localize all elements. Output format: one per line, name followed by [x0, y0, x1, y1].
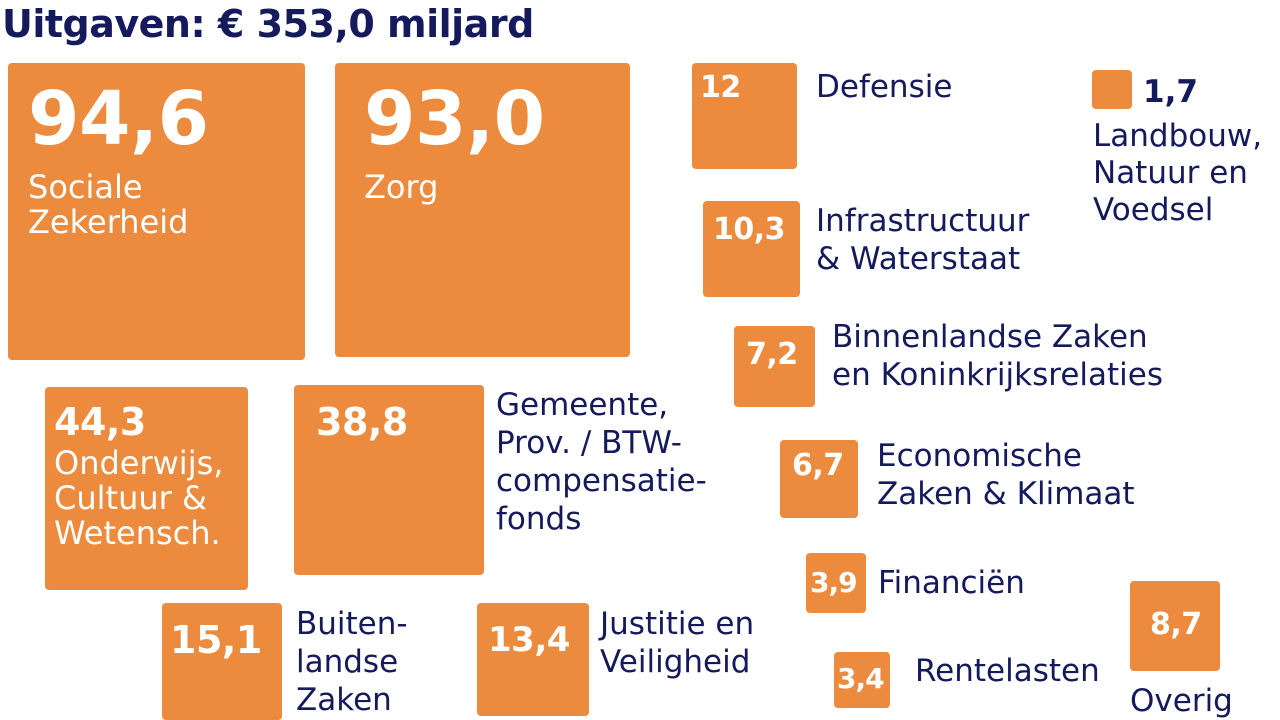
box-onderwijs	[45, 387, 248, 590]
label-binnenlandse-zaken: Binnenlandse Zaken en Koninkrijksrelatie…	[832, 319, 1163, 393]
label-justitie: Justitie en Veiligheid	[600, 606, 755, 680]
label-rentelasten: Rentelasten	[915, 653, 1100, 689]
box-defensie	[692, 63, 797, 169]
box-financien	[806, 553, 866, 613]
box-zorg	[335, 63, 630, 357]
label-overig: Overig	[1130, 683, 1233, 719]
label-economische-zaken: Economische Zaken & Klimaat	[877, 438, 1135, 512]
label-onderwijs: Onderwijs, Cultuur & Wetensch.	[54, 444, 224, 552]
value-gemeente: 38,8	[316, 400, 408, 444]
value-onderwijs: 44,3	[54, 400, 146, 444]
label-gemeente: Gemeente, Prov. / BTW- compensatie- fond…	[496, 387, 707, 537]
box-binnenlandse-zaken	[734, 326, 815, 407]
box-sociale-zekerheid	[8, 63, 305, 360]
box-landbouw	[1092, 70, 1132, 109]
value-financien: 3,9	[810, 566, 858, 599]
value-rentelasten: 3,4	[837, 662, 885, 695]
label-buitenlandse-zaken: Buiten- landse Zaken	[296, 606, 408, 718]
box-infrastructuur	[703, 201, 800, 297]
box-justitie	[477, 603, 589, 716]
label-infrastructuur: Infrastructuur & Waterstaat	[816, 203, 1030, 277]
box-economische-zaken	[780, 440, 858, 518]
chart-title: Uitgaven: € 353,0 miljard	[2, 2, 534, 46]
label-zorg: Zorg	[364, 168, 439, 206]
label-landbouw: Landbouw, Natuur en Voedsel	[1093, 118, 1263, 228]
box-overig	[1130, 581, 1220, 671]
value-sociale-zekerheid: 94,6	[28, 76, 209, 162]
label-sociale-zekerheid: Sociale Zekerheid	[28, 168, 189, 241]
value-binnenlandse-zaken: 7,2	[746, 337, 798, 372]
value-overig: 8,7	[1150, 607, 1202, 642]
box-rentelasten	[834, 652, 890, 708]
value-zorg: 93,0	[364, 76, 545, 162]
value-economische-zaken: 6,7	[792, 448, 844, 483]
label-financien: Financiën	[878, 565, 1025, 601]
value-justitie: 13,4	[488, 620, 570, 660]
value-infrastructuur: 10,3	[713, 212, 786, 247]
value-buitenlandse-zaken: 15,1	[170, 618, 262, 662]
value-landbouw: 1,7	[1143, 74, 1198, 110]
box-buitenlandse-zaken	[162, 603, 282, 720]
box-gemeente	[294, 385, 484, 575]
label-defensie: Defensie	[816, 69, 953, 105]
value-defensie: 12	[700, 70, 741, 105]
